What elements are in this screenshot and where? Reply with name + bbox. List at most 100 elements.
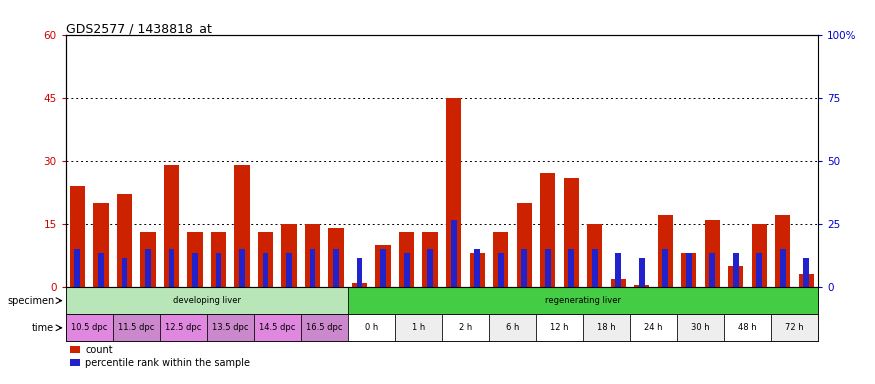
Bar: [771, 314, 818, 341]
Bar: [446, 98, 461, 287]
Bar: [710, 253, 715, 287]
Bar: [164, 165, 179, 287]
Bar: [234, 165, 249, 287]
Bar: [615, 253, 621, 287]
Text: regenerating liver: regenerating liver: [545, 296, 621, 305]
Bar: [634, 285, 649, 287]
Text: 14.5 dpc: 14.5 dpc: [259, 323, 296, 332]
Bar: [564, 178, 579, 287]
Bar: [254, 314, 301, 341]
Text: 30 h: 30 h: [691, 323, 710, 332]
Bar: [630, 314, 677, 341]
Bar: [282, 224, 297, 287]
Bar: [122, 258, 128, 287]
Text: 16.5 dpc: 16.5 dpc: [306, 323, 342, 332]
Bar: [799, 275, 814, 287]
Bar: [192, 253, 198, 287]
Bar: [258, 232, 273, 287]
Bar: [677, 314, 724, 341]
Bar: [211, 232, 226, 287]
Bar: [403, 253, 410, 287]
Bar: [348, 287, 818, 314]
Text: 12.5 dpc: 12.5 dpc: [165, 323, 201, 332]
Text: 10.5 dpc: 10.5 dpc: [71, 323, 108, 332]
Bar: [493, 232, 508, 287]
Bar: [239, 249, 245, 287]
Bar: [395, 314, 442, 341]
Bar: [328, 228, 344, 287]
Bar: [310, 249, 316, 287]
Bar: [733, 253, 738, 287]
Bar: [775, 215, 790, 287]
Bar: [66, 287, 348, 314]
Bar: [206, 314, 254, 341]
Text: 12 h: 12 h: [550, 323, 569, 332]
Bar: [489, 314, 536, 341]
Bar: [583, 314, 630, 341]
Text: developing liver: developing liver: [172, 296, 241, 305]
Text: 72 h: 72 h: [785, 323, 804, 332]
Bar: [160, 314, 206, 341]
Bar: [140, 232, 156, 287]
Text: 6 h: 6 h: [506, 323, 519, 332]
Legend: count, percentile rank within the sample: count, percentile rank within the sample: [71, 345, 250, 367]
Bar: [592, 249, 598, 287]
Text: time: time: [32, 323, 54, 333]
Bar: [681, 253, 696, 287]
Text: specimen: specimen: [7, 296, 54, 306]
Bar: [545, 249, 550, 287]
Bar: [451, 220, 457, 287]
Text: 11.5 dpc: 11.5 dpc: [118, 323, 154, 332]
Bar: [498, 253, 504, 287]
Text: 2 h: 2 h: [458, 323, 472, 332]
Bar: [662, 249, 668, 287]
Bar: [375, 245, 391, 287]
Text: 1 h: 1 h: [412, 323, 425, 332]
Bar: [516, 203, 532, 287]
Bar: [803, 258, 809, 287]
Bar: [348, 314, 395, 341]
Bar: [752, 224, 767, 287]
Bar: [780, 249, 786, 287]
Bar: [74, 249, 80, 287]
Bar: [399, 232, 414, 287]
Bar: [704, 220, 720, 287]
Bar: [724, 314, 771, 341]
Bar: [66, 314, 113, 341]
Bar: [94, 203, 108, 287]
Bar: [301, 314, 348, 341]
Bar: [536, 314, 583, 341]
Bar: [352, 283, 367, 287]
Text: 24 h: 24 h: [644, 323, 662, 332]
Bar: [470, 253, 485, 287]
Bar: [215, 253, 221, 287]
Bar: [357, 258, 362, 287]
Bar: [262, 253, 269, 287]
Bar: [639, 258, 645, 287]
Bar: [70, 186, 85, 287]
Text: 0 h: 0 h: [365, 323, 378, 332]
Bar: [442, 314, 489, 341]
Bar: [423, 232, 438, 287]
Bar: [756, 253, 762, 287]
Bar: [686, 253, 692, 287]
Bar: [587, 224, 602, 287]
Bar: [286, 253, 292, 287]
Text: 48 h: 48 h: [738, 323, 757, 332]
Bar: [187, 232, 203, 287]
Bar: [333, 249, 339, 287]
Text: GDS2577 / 1438818_at: GDS2577 / 1438818_at: [66, 22, 212, 35]
Bar: [169, 249, 174, 287]
Bar: [427, 249, 433, 287]
Bar: [522, 249, 527, 287]
Bar: [145, 249, 150, 287]
Bar: [474, 249, 480, 287]
Bar: [116, 194, 132, 287]
Bar: [304, 224, 320, 287]
Text: 13.5 dpc: 13.5 dpc: [212, 323, 248, 332]
Bar: [540, 174, 556, 287]
Bar: [611, 279, 626, 287]
Text: 18 h: 18 h: [597, 323, 616, 332]
Bar: [658, 215, 673, 287]
Bar: [568, 249, 574, 287]
